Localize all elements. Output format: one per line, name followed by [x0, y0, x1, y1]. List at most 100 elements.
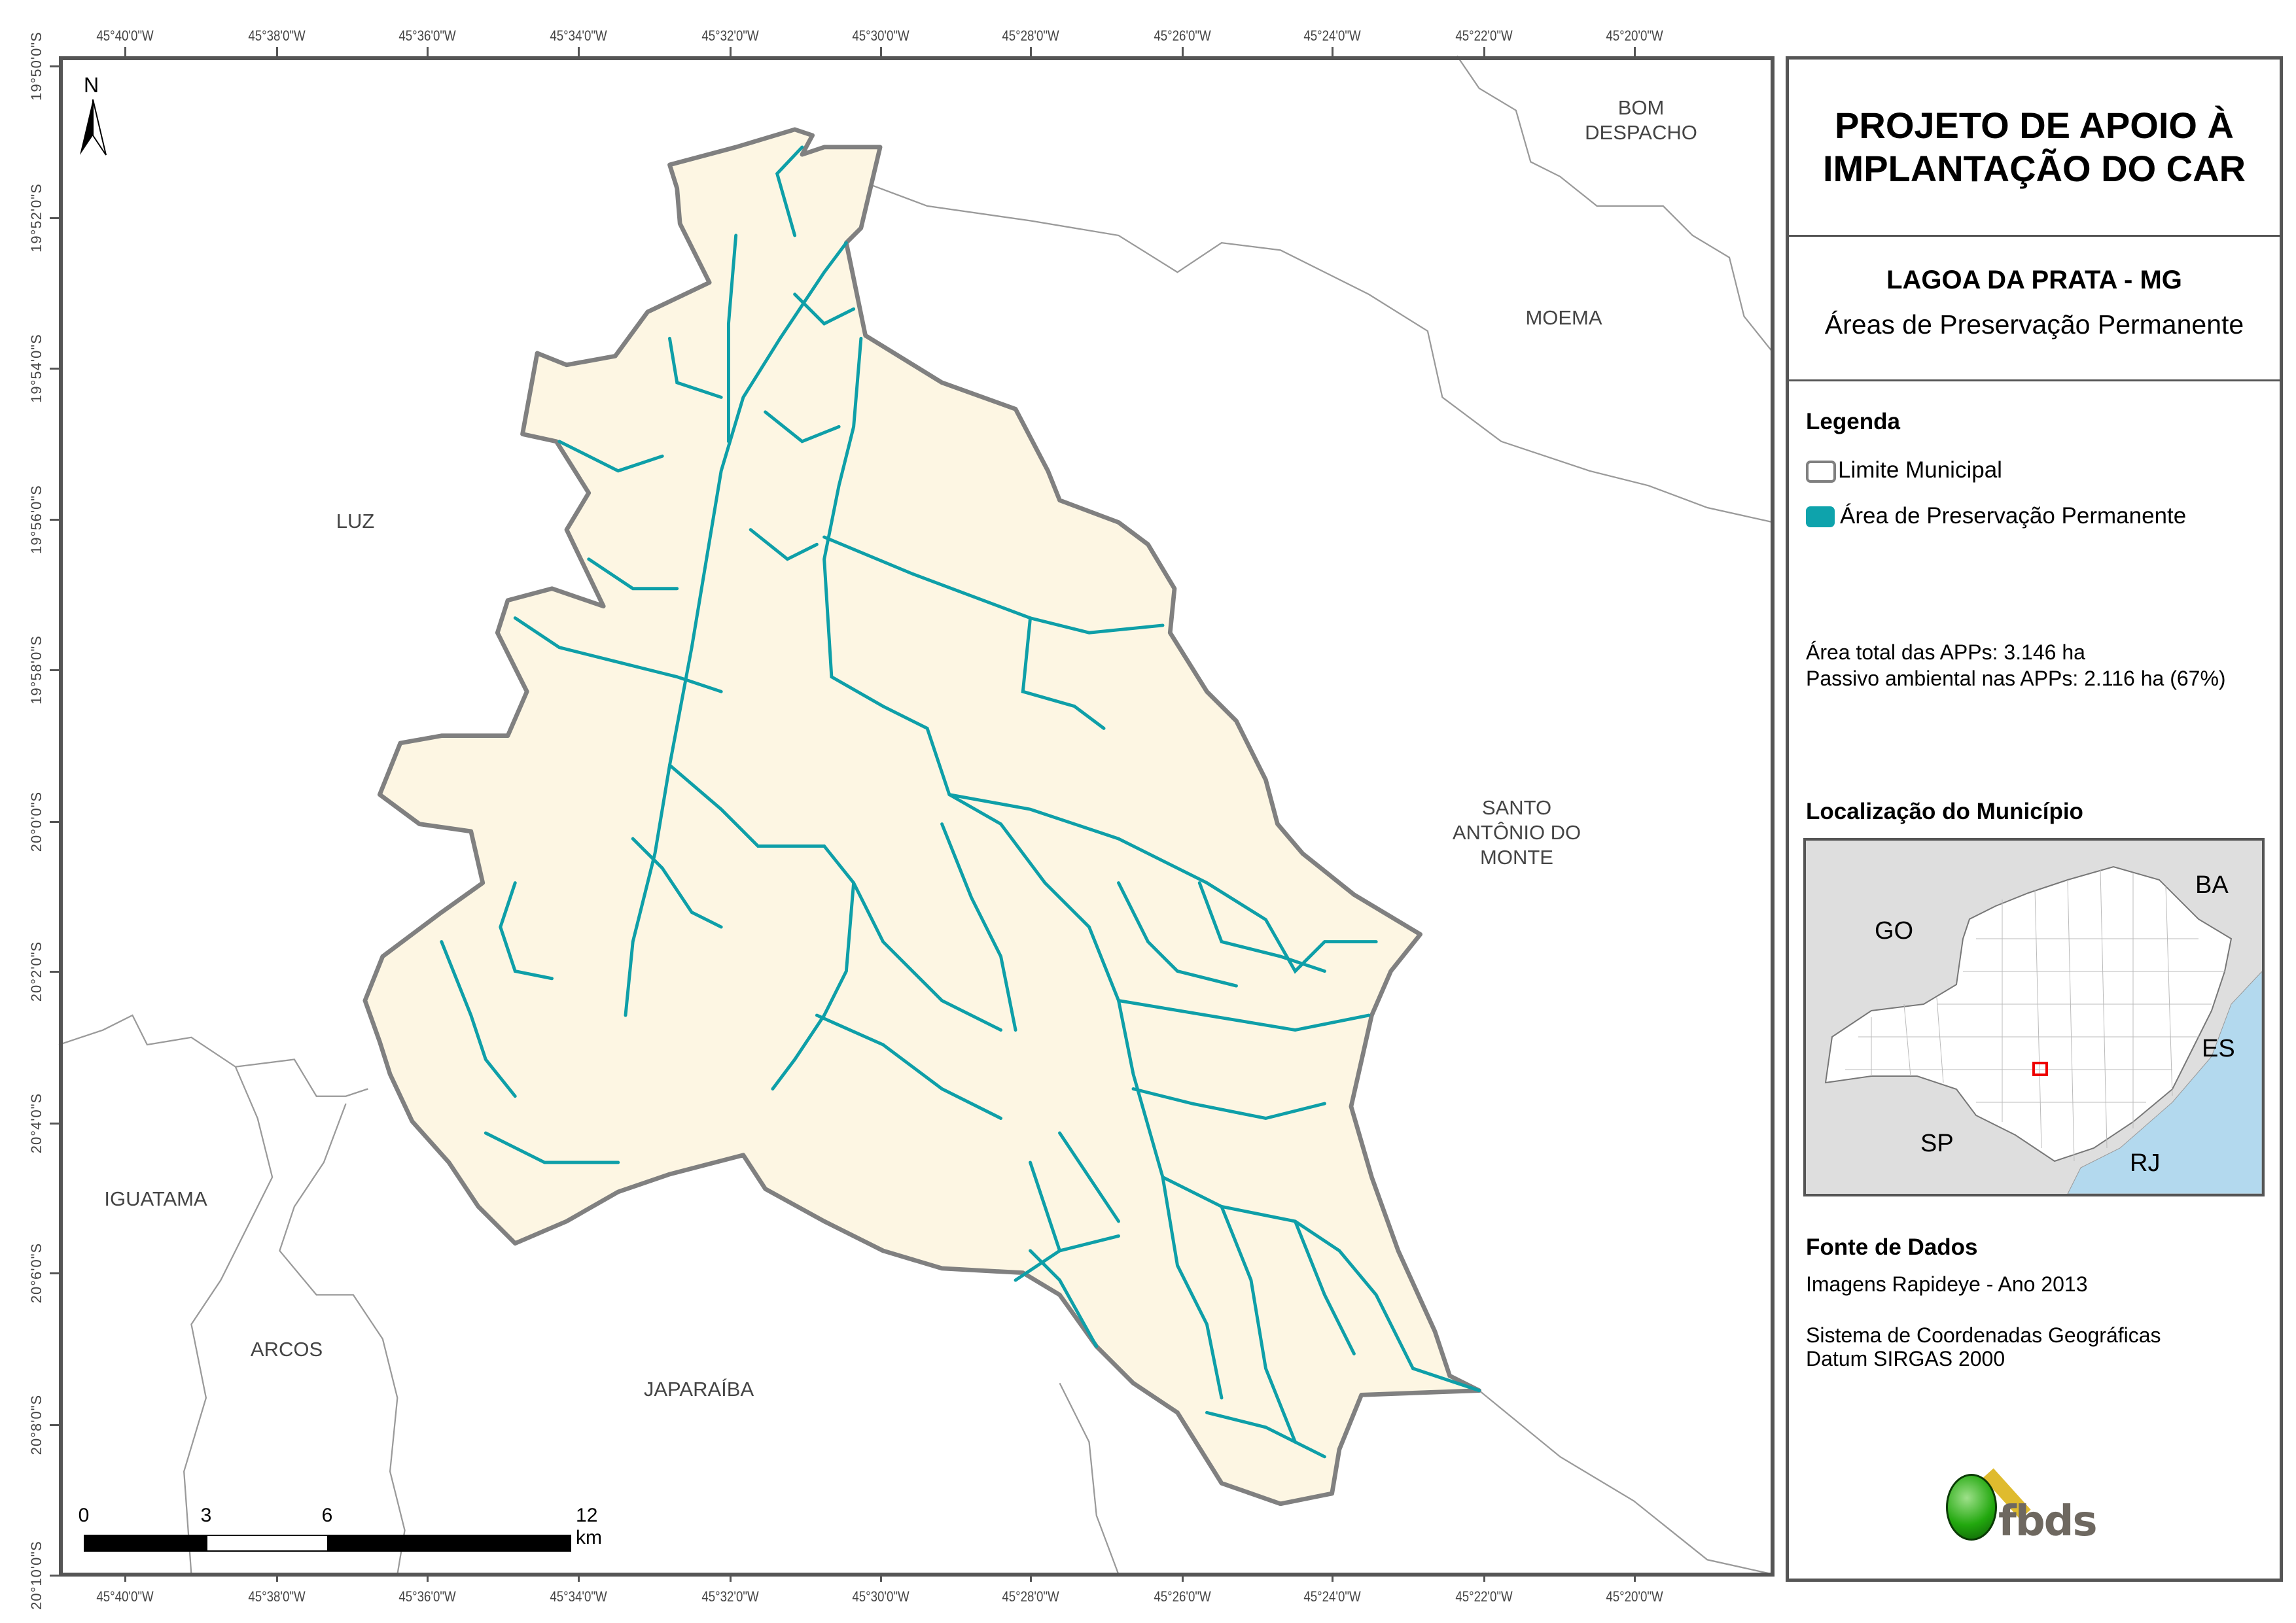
inset-map-drawing: GO BA ES SP RJ	[1824, 865, 2262, 1194]
longitude-label: 45°22'0"W	[1455, 27, 1513, 44]
place-label: DESPACHO	[1585, 121, 1697, 144]
project-title: PROJETO DE APOIO À IMPLANTAÇÃO DO CAR	[1789, 104, 2280, 190]
scale-bar: 0 3 6 12 km	[79, 1505, 602, 1557]
municipality-boundary[interactable]	[362, 127, 1481, 1507]
state-label-ba: BA	[2195, 871, 2229, 899]
place-bom-despacho: BOM DESPACHO	[1585, 96, 1697, 145]
longitude-label: 45°32'0"W	[701, 27, 759, 44]
longitude-label: 45°36'0"W	[398, 27, 456, 44]
longitude-label: 45°26'0"W	[1154, 1588, 1211, 1605]
longitude-tick	[1030, 1573, 1032, 1582]
longitude-tick	[1332, 1573, 1333, 1582]
longitude-tick	[880, 1573, 882, 1582]
longitude-tick	[1483, 47, 1485, 56]
latitude-tick	[50, 65, 59, 67]
longitude-label: 45°30'0"W	[852, 27, 910, 44]
place-santo-antonio-do-monte: SANTO ANTÔNIO DO MONTE	[1453, 795, 1581, 870]
longitude-label: 45°40'0"W	[96, 1588, 154, 1605]
longitude-tick	[1634, 47, 1636, 56]
municipality-locator-marker	[2032, 1062, 2048, 1076]
datum: Datum SIRGAS 2000	[1806, 1347, 2005, 1370]
longitude-tick	[578, 47, 580, 56]
location-heading: Localização do Município	[1806, 799, 2083, 824]
latitude-tick	[50, 519, 59, 521]
municipality-title: LAGOA DA PRATA - MG	[1886, 266, 2182, 294]
longitude-tick	[276, 1573, 278, 1582]
longitude-label: 45°34'0"W	[550, 1588, 607, 1605]
source-heading: Fonte de Dados	[1806, 1234, 1978, 1260]
title-section: PROJETO DE APOIO À IMPLANTAÇÃO DO CAR	[1789, 60, 2280, 237]
latitude-tick	[50, 1123, 59, 1125]
latitude-label: 20°10'0"S	[28, 1541, 44, 1610]
scale-segment	[206, 1535, 330, 1552]
stat-environmental-liability: Passivo ambiental nas APPs: 2.116 ha (67…	[1806, 667, 2226, 690]
legend-swatch-boundary	[1806, 461, 1836, 483]
latitude-tick	[50, 971, 59, 973]
latitude-tick	[50, 669, 59, 671]
latitude-tick	[50, 1424, 59, 1426]
longitude-tick	[1182, 47, 1184, 56]
latitude-tick	[50, 368, 59, 370]
neighbor-boundaries	[58, 55, 1775, 1575]
north-arrow-icon	[80, 99, 107, 156]
longitude-tick	[730, 47, 732, 56]
latitude-tick	[50, 1575, 59, 1577]
latitude-label: 20°2'0"S	[28, 941, 44, 1002]
longitude-tick	[1483, 1573, 1485, 1582]
scale-label-12: 12 km	[576, 1505, 603, 1548]
legend-heading: Legenda	[1806, 409, 1900, 434]
source-imagery: Imagens Rapideye - Ano 2013	[1806, 1272, 2088, 1296]
latitude-label: 20°6'0"S	[28, 1242, 44, 1304]
longitude-label: 45°28'0"W	[1002, 27, 1059, 44]
fbds-logo: fbds	[1946, 1440, 2129, 1558]
title-line: IMPLANTAÇÃO DO CAR	[1822, 148, 2246, 189]
longitude-label: 45°20'0"W	[1606, 1588, 1663, 1605]
longitude-tick	[124, 47, 126, 56]
scale-segment	[327, 1535, 571, 1552]
latitude-label: 20°0'0"S	[28, 791, 44, 852]
map-subtitle: Áreas de Preservação Permanente	[1824, 309, 2244, 340]
latitude-label: 20°8'0"S	[28, 1394, 44, 1456]
latitude-label: 20°4'0"S	[28, 1092, 44, 1154]
place-moema: MOEMA	[1525, 306, 1602, 329]
place-japaraiba: JAPARAÍBA	[643, 1378, 754, 1401]
longitude-tick	[578, 1573, 580, 1582]
longitude-tick	[1634, 1573, 1636, 1582]
latitude-tick	[50, 217, 59, 219]
map-frame	[59, 56, 1775, 1577]
place-label: ANTÔNIO DO	[1452, 821, 1581, 844]
longitude-tick	[1332, 47, 1333, 56]
logo-text: fbds	[1998, 1497, 2098, 1546]
longitude-tick	[1182, 1573, 1184, 1582]
logo-green-sphere	[1946, 1474, 1997, 1541]
subtitle-section: LAGOA DA PRATA - MG Áreas de Preservação…	[1789, 237, 2280, 381]
latitude-label: 19°50'0"S	[28, 31, 44, 101]
legend-swatch-app	[1806, 506, 1835, 527]
scale-segment	[84, 1535, 206, 1552]
place-arcos: ARCOS	[250, 1338, 323, 1361]
north-label: N	[84, 73, 99, 97]
longitude-label: 45°36'0"W	[398, 1588, 456, 1605]
latitude-label: 19°54'0"S	[28, 334, 44, 403]
longitude-tick	[880, 47, 882, 56]
latitude-label: 19°52'0"S	[28, 183, 44, 253]
longitude-label: 45°30'0"W	[852, 1588, 910, 1605]
place-label: MONTE	[1480, 846, 1553, 869]
longitude-label: 45°40'0"W	[96, 27, 154, 44]
scale-label-3: 3	[200, 1505, 212, 1526]
longitude-tick	[427, 47, 429, 56]
longitude-label: 45°20'0"W	[1606, 27, 1663, 44]
state-label-rj: RJ	[2130, 1149, 2160, 1177]
place-luz: LUZ	[336, 510, 375, 532]
place-label: SANTO	[1481, 796, 1552, 819]
longitude-label: 45°22'0"W	[1455, 1588, 1513, 1605]
north-arrow: N	[73, 73, 113, 158]
longitude-label: 45°38'0"W	[248, 27, 306, 44]
latitude-label: 19°56'0"S	[28, 485, 44, 554]
state-label-sp: SP	[1920, 1130, 1954, 1157]
longitude-label: 45°24'0"W	[1303, 1588, 1361, 1605]
longitude-tick	[1030, 47, 1032, 56]
latitude-label: 19°58'0"S	[28, 635, 44, 705]
place-iguatama: IGUATAMA	[104, 1187, 207, 1210]
